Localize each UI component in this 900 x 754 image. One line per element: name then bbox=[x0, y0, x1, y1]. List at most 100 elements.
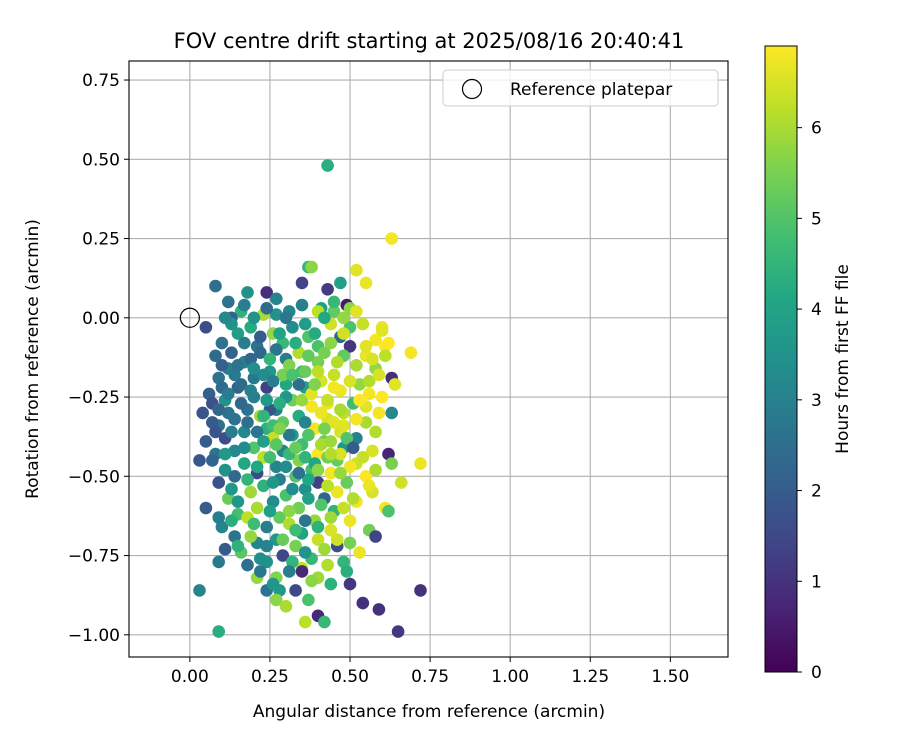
data-point bbox=[324, 577, 338, 591]
data-point bbox=[193, 584, 206, 597]
data-point bbox=[241, 473, 254, 486]
data-point bbox=[375, 324, 389, 337]
data-point bbox=[231, 359, 245, 372]
data-point bbox=[250, 501, 264, 515]
y-tick-label: −1.00 bbox=[68, 626, 120, 646]
data-point bbox=[298, 615, 312, 629]
data-point bbox=[362, 479, 376, 493]
x-axis-ticks: 0.00 0.25 0.50 0.75 1.00 1.25 1.50 bbox=[171, 657, 689, 687]
data-point bbox=[362, 374, 376, 388]
data-point bbox=[206, 416, 219, 429]
data-point bbox=[343, 536, 357, 550]
y-tick-label: −0.25 bbox=[68, 388, 120, 408]
data-point bbox=[404, 346, 418, 360]
data-point bbox=[372, 406, 386, 420]
legend-marker-icon bbox=[461, 78, 483, 100]
data-point bbox=[225, 482, 238, 496]
data-point bbox=[318, 346, 331, 360]
data-point bbox=[305, 400, 318, 413]
data-point bbox=[353, 546, 366, 559]
data-point bbox=[289, 441, 302, 455]
data-point bbox=[337, 501, 350, 515]
data-point bbox=[311, 476, 325, 489]
data-point bbox=[257, 435, 270, 448]
data-point bbox=[292, 346, 306, 360]
data-point bbox=[318, 311, 331, 325]
x-tick-label: 0.25 bbox=[251, 667, 289, 687]
data-point bbox=[330, 533, 344, 546]
data-points bbox=[193, 159, 427, 638]
y-tick-label: −0.50 bbox=[68, 467, 120, 487]
data-point bbox=[279, 600, 293, 613]
data-point bbox=[353, 378, 366, 391]
data-point bbox=[282, 504, 296, 518]
data-point bbox=[356, 317, 370, 331]
reference-marker-group bbox=[179, 307, 200, 328]
data-point bbox=[286, 321, 299, 334]
data-point bbox=[244, 384, 257, 398]
data-point bbox=[238, 441, 251, 455]
y-axis-ticks: 0.75 0.50 0.25 0.00 −0.25 −0.50 −0.75 −1.00 bbox=[68, 71, 129, 646]
data-point bbox=[231, 327, 245, 340]
data-point bbox=[225, 425, 238, 439]
data-point bbox=[298, 317, 312, 331]
data-point bbox=[305, 574, 318, 588]
data-point bbox=[234, 397, 248, 410]
data-point bbox=[244, 485, 257, 499]
data-point bbox=[334, 403, 347, 417]
legend-box bbox=[442, 69, 719, 107]
data-point bbox=[337, 311, 350, 325]
data-point bbox=[244, 530, 257, 543]
x-tick-label: 0.50 bbox=[331, 667, 369, 687]
colorbar-tick-label: 0 bbox=[811, 663, 822, 683]
data-point bbox=[215, 336, 229, 350]
data-point bbox=[334, 447, 347, 461]
data-point bbox=[206, 454, 219, 467]
data-point bbox=[253, 565, 267, 578]
data-point bbox=[369, 425, 382, 439]
data-point bbox=[321, 558, 334, 572]
data-point bbox=[212, 625, 225, 638]
data-point bbox=[346, 492, 360, 505]
data-point bbox=[324, 447, 338, 461]
data-point bbox=[311, 447, 325, 461]
data-point bbox=[385, 457, 399, 470]
data-point bbox=[270, 593, 283, 607]
data-point bbox=[298, 546, 312, 559]
data-point bbox=[314, 498, 328, 512]
data-point bbox=[212, 403, 225, 417]
data-point bbox=[282, 428, 296, 442]
colorbar-tick-label: 1 bbox=[811, 572, 822, 592]
data-point bbox=[282, 359, 296, 372]
data-point bbox=[260, 286, 274, 299]
data-point bbox=[305, 260, 318, 274]
data-point bbox=[311, 533, 325, 546]
data-point bbox=[215, 359, 229, 372]
data-point bbox=[324, 336, 338, 350]
data-point bbox=[247, 371, 261, 385]
data-point bbox=[238, 425, 251, 439]
data-point bbox=[282, 565, 296, 578]
data-point bbox=[279, 460, 293, 474]
data-point bbox=[330, 485, 344, 499]
data-point bbox=[311, 520, 325, 534]
grid-lines bbox=[129, 61, 728, 657]
x-tick-label: 0.00 bbox=[171, 667, 209, 687]
data-point bbox=[276, 533, 290, 546]
data-point bbox=[273, 422, 286, 436]
data-point bbox=[324, 466, 338, 480]
data-point bbox=[289, 584, 302, 597]
data-point bbox=[359, 416, 373, 429]
data-point bbox=[337, 327, 350, 340]
data-point bbox=[318, 542, 331, 556]
data-point bbox=[302, 593, 315, 607]
data-point bbox=[302, 473, 315, 486]
data-point bbox=[238, 298, 251, 312]
data-point bbox=[350, 305, 363, 318]
data-point bbox=[340, 565, 354, 578]
data-point bbox=[302, 492, 315, 505]
data-point bbox=[305, 387, 318, 401]
data-point bbox=[295, 298, 309, 312]
data-point bbox=[276, 368, 290, 382]
